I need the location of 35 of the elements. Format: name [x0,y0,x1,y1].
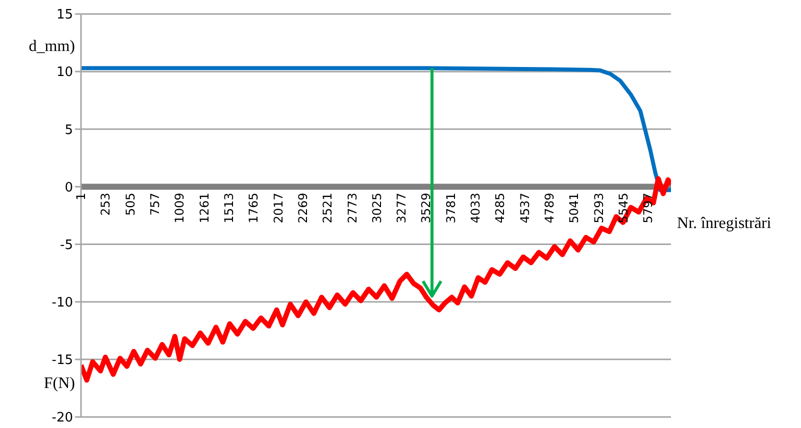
x-tick-label: 5293 [592,192,606,224]
x-tick-label: 253 [98,192,113,216]
x-tick-label: 4789 [542,192,557,224]
y-tick-label: 15 [56,8,73,23]
x-tick-label: 2017 [271,192,286,224]
x-tick-label: 5797 [641,192,656,224]
series-label: F(N) [44,375,75,394]
y-tick-label: -5 [60,238,73,253]
x-tick-label: 3781 [444,192,458,224]
x-tick-label: 4285 [493,192,508,224]
x-axis-title: Nr. înregistrări [677,214,772,233]
y-tick-label: 5 [64,122,73,138]
x-tick-label: 1765 [246,192,261,224]
x-tick-label: 2521 [320,192,335,224]
x-tick-label: 3025 [370,192,384,224]
y-tick-label: -20 [52,410,73,426]
series-label: d_mm) [28,38,75,56]
x-tick-label: 1513 [222,192,236,224]
x-tick-label: 505 [123,192,138,216]
x-tick-label: 1009 [172,192,187,224]
x-tick-label: 1 [74,192,88,200]
x-tick-label: 3529 [419,192,434,224]
y-tick-label: -10 [52,295,73,310]
y-tick-label: -15 [52,353,73,368]
x-tick-label: 3277 [394,192,409,224]
x-tick-label: 2773 [345,192,360,224]
x-tick-label: 5041 [567,192,582,224]
y-tick-label: 0 [64,180,73,196]
x-tick-label: 1261 [197,192,212,224]
x-tick-label: 4537 [518,192,532,224]
y-tick-label: 10 [56,65,73,80]
x-tick-label: 757 [148,192,162,216]
x-tick-label: 5545 [616,192,631,224]
x-tick-label: 2269 [296,192,310,224]
x-tick-label: 4033 [468,192,483,224]
